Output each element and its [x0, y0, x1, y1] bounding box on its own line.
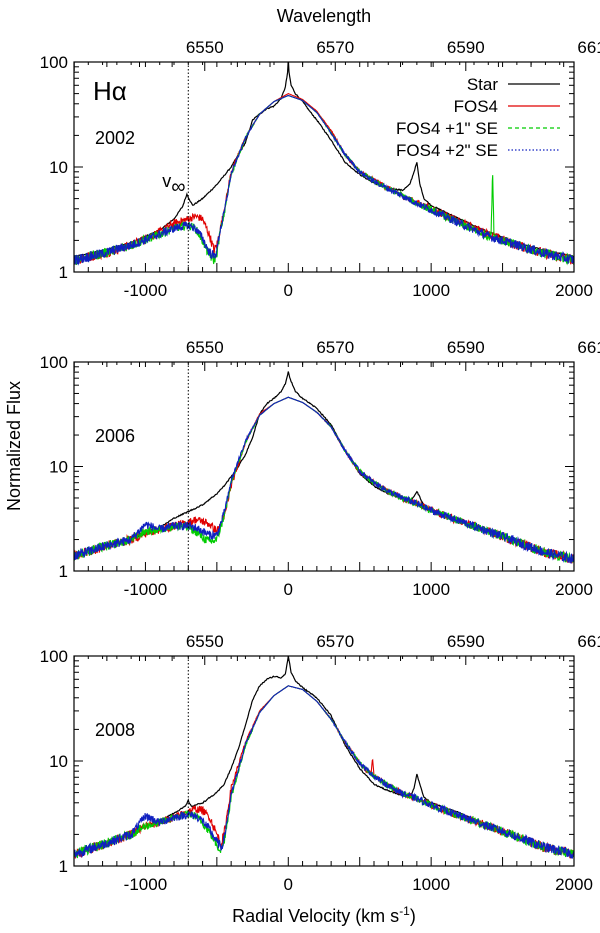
panel-2008: -1000 0 1000 2000 6550 6570 6590 6610 1 10 100 2008 — [40, 632, 600, 894]
x-tick-label: 0 — [284, 580, 293, 599]
panel-year-label: 2006 — [95, 426, 135, 446]
panels-group: -100001000200065506570659066101101002002… — [40, 38, 600, 894]
v-infinity-annotation: v∞ — [162, 171, 185, 198]
y-tick-label: 1 — [59, 857, 68, 876]
legend-label: Star — [467, 75, 499, 94]
top-tick-label: 6550 — [186, 38, 224, 57]
legend: Star FOS4 FOS4 +1" SE FOS4 +2" SE — [396, 75, 560, 160]
top-tick-label: 6550 — [186, 338, 224, 357]
line-label-h-alpha: Hα — [93, 76, 127, 106]
x-axis-title: Radial Velocity (km s-1) — [232, 904, 416, 926]
series-fos4-plus2-line — [74, 685, 574, 859]
x-tick-label: 2000 — [555, 281, 593, 300]
x-tick-label: 1000 — [412, 875, 450, 894]
v-infinity-annotation-letter: v — [162, 171, 171, 191]
top-tick-label: 6570 — [316, 338, 354, 357]
panel-frame — [73, 655, 575, 867]
x-tick-label: 1000 — [412, 281, 450, 300]
panel-year-label: 2002 — [95, 128, 135, 148]
top-tick-label: 6570 — [316, 38, 354, 57]
top-tick-label: 6610 — [577, 632, 600, 651]
top-tick-label: 6590 — [447, 38, 485, 57]
top-tick-label: 6610 — [577, 338, 600, 357]
x-axis-title-superscript: -1 — [399, 904, 410, 918]
legend-label: FOS4 +2" SE — [396, 141, 498, 160]
x-axis-title-close: ) — [410, 906, 416, 926]
y-tick-label: 100 — [40, 647, 68, 666]
top-tick-label: 6610 — [577, 38, 600, 57]
y-tick-label: 10 — [49, 158, 68, 177]
legend-label: FOS4 — [454, 97, 498, 116]
panel-2006: -1000 0 1000 2000 6550 6570 6590 6610 1 10 100 2006 — [40, 338, 600, 599]
series-star-line — [74, 62, 574, 258]
top-tick-label: 6590 — [447, 338, 485, 357]
series-fos4-plus1-line — [74, 396, 574, 563]
panel-frame — [73, 361, 575, 572]
x-axis-title-main: Radial Velocity (km s — [232, 906, 399, 926]
x-tick-label: 2000 — [555, 580, 593, 599]
x-tick-label: -1000 — [124, 580, 167, 599]
y-axis-title: Normalized Flux — [4, 381, 24, 511]
y-tick-label: 100 — [40, 353, 68, 372]
panel-plot-area — [74, 656, 574, 859]
y-tick-label: 10 — [49, 752, 68, 771]
panel-2002: -1000 0 1000 2000 6550 6570 6590 6610 1 10 100 2002… — [40, 38, 600, 300]
x-tick-label: 2000 — [555, 875, 593, 894]
top-tick-label: 6590 — [447, 632, 485, 651]
y-tick-label: 1 — [59, 562, 68, 581]
panel-plot-area — [74, 62, 574, 266]
panel-year-label: 2008 — [95, 720, 135, 740]
v-infinity-annotation-subscript: ∞ — [171, 176, 185, 198]
top-axis-title: Wavelength — [277, 6, 371, 26]
y-tick-label: 10 — [49, 458, 68, 477]
x-tick-label: 0 — [284, 281, 293, 300]
y-tick-label: 1 — [59, 263, 68, 282]
series-fos4-plus2-line — [74, 94, 574, 266]
y-tick-label: 100 — [40, 53, 68, 72]
series-fos4-line — [74, 396, 574, 564]
panel-plot-area — [74, 371, 574, 564]
x-tick-label: 0 — [284, 875, 293, 894]
x-tick-label: -1000 — [124, 875, 167, 894]
top-tick-label: 6550 — [186, 632, 224, 651]
series-fos4-plus2-line — [74, 396, 574, 564]
top-tick-label: 6570 — [316, 632, 354, 651]
legend-label: FOS4 +1" SE — [396, 119, 498, 138]
x-tick-label: -1000 — [124, 281, 167, 300]
x-tick-label: 1000 — [412, 580, 450, 599]
